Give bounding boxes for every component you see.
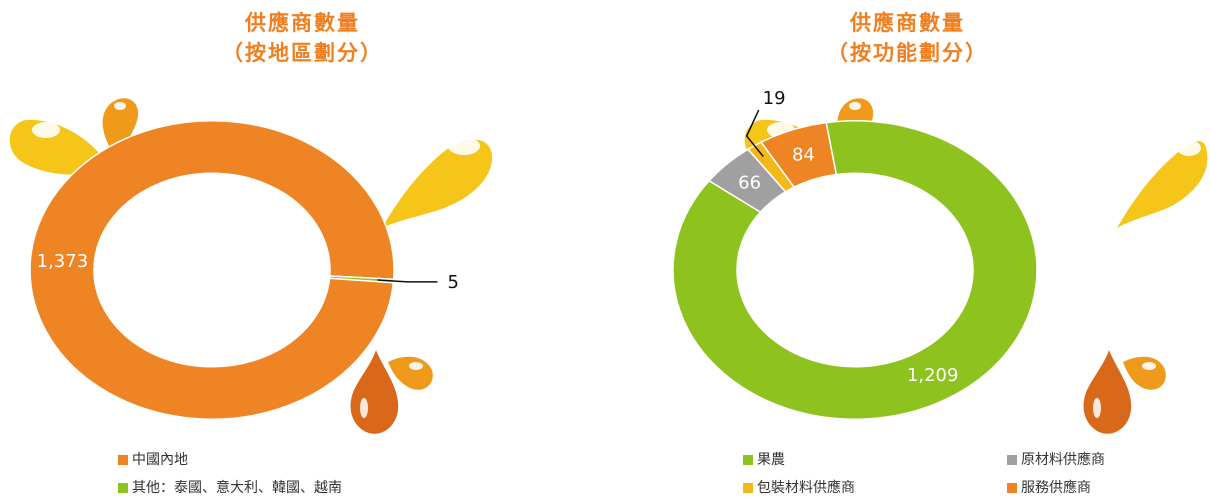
donut-slice: [672, 120, 1038, 420]
slice-value-label: 19: [763, 88, 786, 109]
callout-line: [745, 109, 764, 158]
legend-label: 果農: [757, 452, 785, 468]
chart-title-line-1: 供應商數量: [245, 11, 360, 35]
legend-item-fruit-farmers: 果農: [743, 451, 785, 469]
slice-value-label: 84: [792, 144, 815, 165]
callout-line: [377, 279, 438, 283]
legend-label: 中國內地: [132, 452, 188, 468]
legend-swatch: [118, 455, 128, 465]
slice-value-label: 5: [447, 272, 458, 293]
legend-label: 包裝材料供應商: [757, 480, 855, 496]
chart-title-line-2: （按功能劃分）: [827, 41, 988, 65]
chart-title-line-2: （按地區劃分）: [222, 41, 383, 65]
chart-title: 供應商數量 （按功能劃分）: [605, 8, 1210, 68]
legend-item-china: 中國內地: [118, 451, 188, 469]
legend-item-packaging-suppliers: 包裝材料供應商: [743, 479, 855, 497]
chart-panel-function: 供應商數量 （按功能劃分） 1,209 66 19 84 果農 包裝材料供應商 原材料…: [605, 0, 1210, 497]
legend-label: 服務供應商: [1021, 480, 1091, 496]
slice-value-label: 66: [738, 172, 761, 193]
legend-swatch: [1007, 455, 1017, 465]
chart-panel-region: 供應商數量 （按地區劃分） 1,373 5 中國內地 其他：泰國、意大利、韓國、越…: [0, 8, 605, 497]
legend-label: 其他：泰國、意大利、韓國、越南: [132, 480, 342, 496]
legend-item-others: 其他：泰國、意大利、韓國、越南: [118, 479, 342, 497]
legend-swatch: [118, 483, 128, 493]
legend-swatch: [1007, 483, 1017, 493]
slice-value-label: 1,209: [907, 365, 959, 386]
legend-item-raw-material-suppliers: 原材料供應商: [1007, 451, 1105, 469]
legend-item-service-suppliers: 服務供應商: [1007, 479, 1091, 497]
chart-title-line-1: 供應商數量: [850, 11, 965, 35]
legend-swatch: [743, 483, 753, 493]
slice-value-label: 1,373: [37, 251, 89, 272]
donut-slice: [29, 120, 395, 420]
donut-chart-function: 1,209 66 19 84: [672, 88, 1038, 420]
legend-label: 原材料供應商: [1021, 452, 1105, 468]
chart-title: 供應商數量 （按地區劃分）: [0, 8, 605, 68]
donut-slice: [759, 121, 838, 189]
donut-chart-region: 1,373 5: [29, 120, 459, 420]
legend-swatch: [743, 455, 753, 465]
